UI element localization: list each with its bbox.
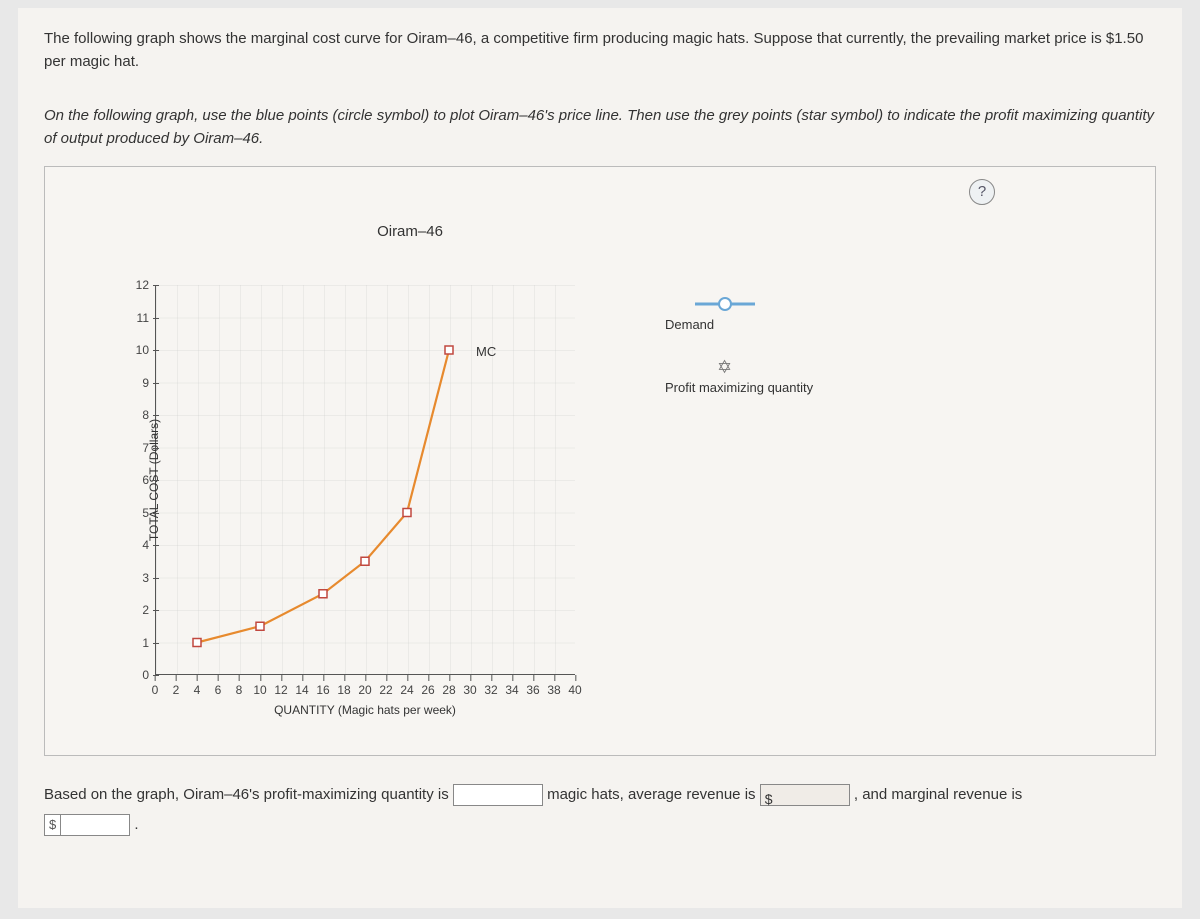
chart-title: Oiram–46 xyxy=(0,223,1145,240)
xtick: 22 xyxy=(379,683,392,697)
avg-revenue-input[interactable]: $ xyxy=(760,784,850,806)
quantity-input[interactable] xyxy=(453,784,543,806)
graph-panel: ? Oiram–46 TOTAL COST (Dollars) QUANTITY… xyxy=(44,166,1156,756)
mc-curve xyxy=(155,285,575,675)
plot-region[interactable]: TOTAL COST (Dollars) QUANTITY (Magic hat… xyxy=(155,285,575,675)
legend: Demand ✡ Profit maximizing quantity xyxy=(665,297,865,421)
xtick: 14 xyxy=(295,683,308,697)
xtick: 36 xyxy=(526,683,539,697)
xtick: 18 xyxy=(337,683,350,697)
xtick: 16 xyxy=(316,683,329,697)
mc-series-label: MC xyxy=(476,344,496,359)
legend-demand[interactable]: Demand xyxy=(665,297,865,332)
legend-pmq[interactable]: ✡ Profit maximizing quantity xyxy=(665,358,865,395)
ytick: 9 xyxy=(127,376,149,390)
ytick: 12 xyxy=(127,278,149,292)
instruction-text: On the following graph, use the blue poi… xyxy=(44,105,1156,150)
ytick: 7 xyxy=(127,441,149,455)
xtick: 12 xyxy=(274,683,287,697)
answer-row: Based on the graph, Oiram–46's profit-ma… xyxy=(44,780,1156,840)
xtick: 28 xyxy=(442,683,455,697)
answer-mid1: magic hats, average revenue is xyxy=(547,786,755,803)
answer-period: . xyxy=(134,816,138,833)
xtick: 10 xyxy=(253,683,266,697)
ytick: 10 xyxy=(127,343,149,357)
xtick: 38 xyxy=(547,683,560,697)
xtick: 24 xyxy=(400,683,413,697)
xtick: 20 xyxy=(358,683,371,697)
xtick: 30 xyxy=(463,683,476,697)
ytick: 6 xyxy=(127,473,149,487)
xtick: 0 xyxy=(152,683,159,697)
legend-pmq-label: Profit maximizing quantity xyxy=(665,380,813,395)
intro-text: The following graph shows the marginal c… xyxy=(44,28,1156,73)
xtick: 2 xyxy=(173,683,180,697)
ytick: 11 xyxy=(127,311,149,325)
xtick: 40 xyxy=(568,683,581,697)
ytick: 4 xyxy=(127,538,149,552)
answer-mid2: , and marginal revenue is xyxy=(854,786,1022,803)
mr-dollar-prefix: $ xyxy=(44,814,60,836)
xtick: 4 xyxy=(194,683,201,697)
help-button[interactable]: ? xyxy=(969,179,995,205)
ytick: 3 xyxy=(127,571,149,585)
circle-icon xyxy=(695,297,755,311)
xtick: 34 xyxy=(505,683,518,697)
xtick: 6 xyxy=(215,683,222,697)
ytick: 8 xyxy=(127,408,149,422)
xtick: 26 xyxy=(421,683,434,697)
ytick: 2 xyxy=(127,603,149,617)
ytick: 1 xyxy=(127,636,149,650)
xtick: 8 xyxy=(236,683,243,697)
xtick: 32 xyxy=(484,683,497,697)
star-icon: ✡ xyxy=(717,358,865,376)
marginal-revenue-input[interactable] xyxy=(60,814,130,836)
legend-demand-label: Demand xyxy=(665,317,714,332)
ytick: 0 xyxy=(127,668,149,682)
x-axis-label: QUANTITY (Magic hats per week) xyxy=(274,703,456,717)
ytick: 5 xyxy=(127,506,149,520)
answer-prefix: Based on the graph, Oiram–46's profit-ma… xyxy=(44,786,449,803)
